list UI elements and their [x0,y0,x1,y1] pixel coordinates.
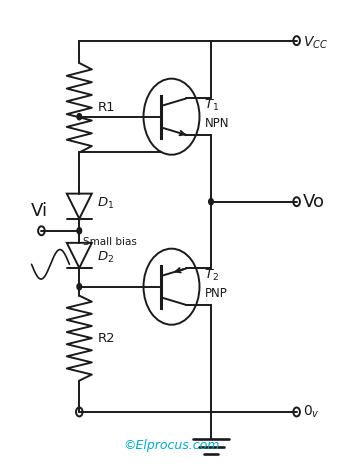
Circle shape [77,283,82,290]
Text: NPN: NPN [204,117,229,130]
Text: $T_2$: $T_2$ [204,268,220,283]
Text: $V_{CC}$: $V_{CC}$ [303,34,328,51]
Text: $D_1$: $D_1$ [97,196,115,212]
Circle shape [77,227,82,234]
Text: $T_1$: $T_1$ [204,98,220,113]
Text: R2: R2 [97,332,115,345]
Text: $D_2$: $D_2$ [97,250,115,265]
Circle shape [209,199,213,205]
Text: PNP: PNP [204,287,227,300]
Text: $0_v$: $0_v$ [303,404,319,420]
Text: Vi: Vi [31,202,48,219]
Text: Vo: Vo [303,192,324,211]
Text: Small bias: Small bias [83,238,137,247]
Text: ©Elprocus.com: ©Elprocus.com [123,439,220,452]
Text: R1: R1 [97,101,115,114]
Circle shape [77,114,82,120]
